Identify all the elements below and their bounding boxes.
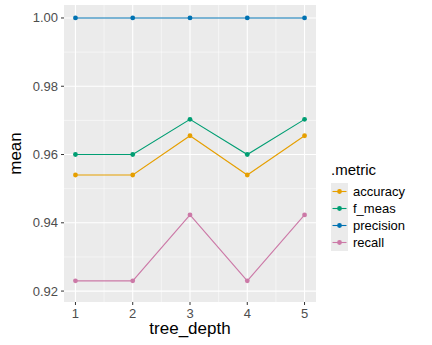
tick [61,86,64,87]
point [245,16,250,21]
series-line [75,119,304,154]
tick-label: 1 [72,306,79,321]
point [130,16,135,21]
point [302,133,307,138]
tick-label: 2 [129,306,136,321]
tick-label: 1.00 [33,10,58,25]
point [73,152,78,157]
tick [304,302,305,305]
legend-key [331,200,348,217]
point [73,278,78,283]
legend-point [337,189,342,194]
legend-key [331,234,348,251]
point [302,213,307,218]
tick [61,222,64,223]
series-line [75,215,304,281]
grid-line [189,5,190,302]
point [130,278,135,283]
legend-key [331,217,348,234]
minor-grid [104,5,105,302]
point [73,16,78,21]
series-group [73,16,307,284]
x-axis-label: tree_depth [149,319,230,338]
legend-label: recall [353,235,384,250]
tick-label: 0.98 [33,79,58,94]
legend-label: accuracy [353,184,406,199]
tick [190,302,191,305]
tick [247,302,248,305]
tick-label: 0.96 [33,147,58,162]
minor-grid [275,5,276,302]
legend-title: .metric [331,161,377,178]
tick [75,302,76,305]
point [188,133,193,138]
tick-label: 5 [301,306,308,321]
panel [64,5,316,302]
legend-label: f_meas [353,201,396,216]
point [188,16,193,21]
point [245,152,250,157]
tick [132,302,133,305]
minor-grid [218,5,219,302]
point [245,278,250,283]
point [302,16,307,21]
tick-label: 0.92 [33,284,58,299]
tick [61,17,64,18]
point [130,152,135,157]
point [302,117,307,122]
y-axis-label: mean [6,132,25,175]
tick [61,154,64,155]
minor-grid [161,5,162,302]
legend-label: precision [353,218,405,233]
grid-line [304,5,305,302]
point [188,213,193,218]
tick-label: 4 [244,306,251,321]
legend-point [337,223,342,228]
series-line [75,136,304,175]
legend-point [337,240,342,245]
legend-key [331,183,348,200]
point [188,117,193,122]
legend-point [337,206,342,211]
tick [61,291,64,292]
tick-label: 0.94 [33,215,58,230]
point [245,173,250,178]
point [130,173,135,178]
point [73,173,78,178]
